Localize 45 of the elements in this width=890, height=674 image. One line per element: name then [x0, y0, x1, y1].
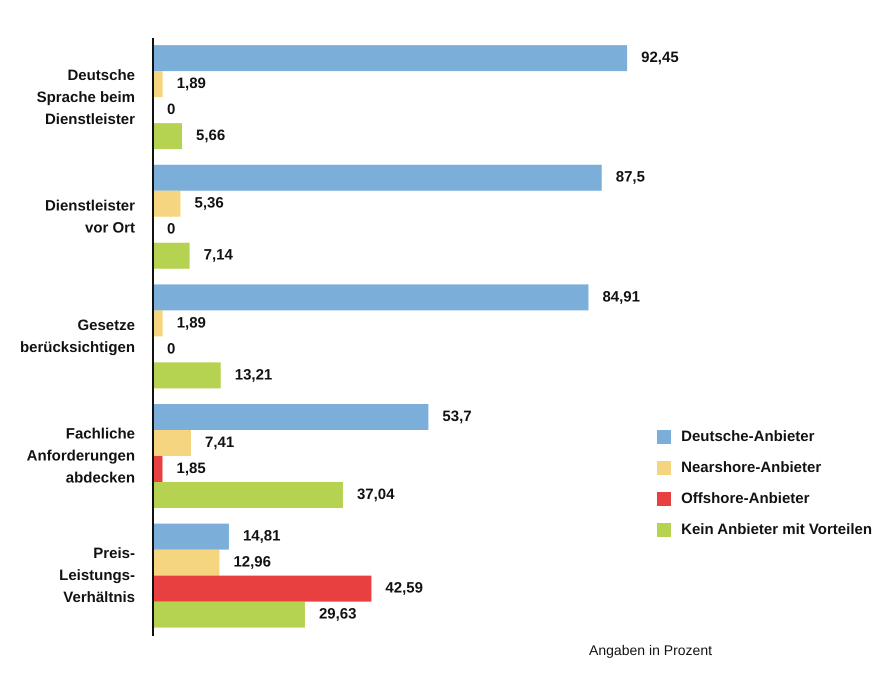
- data-label: 53,7: [442, 408, 472, 425]
- bar: [153, 602, 305, 628]
- data-label: 0: [167, 101, 176, 118]
- bar: [153, 242, 190, 269]
- bar: [153, 362, 221, 388]
- bar: [153, 456, 162, 482]
- bar: [153, 404, 428, 430]
- y-tick-label: Dienstleister vor Ort: [44, 197, 136, 236]
- data-label: 1,85: [176, 460, 206, 477]
- data-label: 92,45: [641, 49, 679, 66]
- data-label: 13,21: [234, 366, 272, 384]
- legend-label: Offshore-Anbieter: [681, 490, 810, 507]
- text: Angaben in Prozent: [589, 642, 712, 658]
- y-tick-label: Deutsche Sprache beim Dienstleister: [36, 66, 136, 128]
- data-label: 0: [167, 340, 176, 358]
- data-label: 7,41: [205, 434, 234, 451]
- bar: [153, 576, 372, 602]
- bar: [153, 482, 343, 508]
- bar: [153, 284, 588, 310]
- data-label: 7,14: [204, 246, 234, 264]
- y-tick-label: Preis-Leistungs-Verhältnis: [59, 545, 135, 606]
- data-label: 1,89: [176, 314, 206, 332]
- data-label: 5,36: [194, 194, 224, 212]
- data-label: 1,89: [176, 75, 206, 92]
- legend-label: Nearshore-Anbieter: [681, 459, 822, 476]
- data-label: 0: [167, 220, 176, 238]
- data-label: 29,63: [318, 606, 357, 623]
- bar: [153, 45, 628, 72]
- bar: [153, 430, 191, 456]
- data-label: 14,81: [242, 528, 280, 545]
- bar: [153, 123, 182, 150]
- data-label: 12,96: [233, 554, 272, 571]
- legend-label: Deutsche-Anbieter: [681, 428, 814, 445]
- data-label: 37,04: [356, 486, 396, 503]
- bar: [153, 524, 229, 550]
- data-label: 87,5: [616, 168, 645, 186]
- data-label: 42,59: [385, 580, 423, 597]
- bar: [153, 190, 180, 217]
- bar: [153, 550, 220, 576]
- y-tick-label: Gesetze berücksichtigen: [20, 316, 135, 356]
- data-label: 5,66: [196, 127, 226, 144]
- legend-label: Kein Anbieter mit Vorteilen: [681, 521, 872, 538]
- y-tick-label: Fachliche Anforderungen abdecken: [26, 426, 135, 487]
- bar: [153, 164, 602, 191]
- data-label: 84,91: [602, 288, 640, 306]
